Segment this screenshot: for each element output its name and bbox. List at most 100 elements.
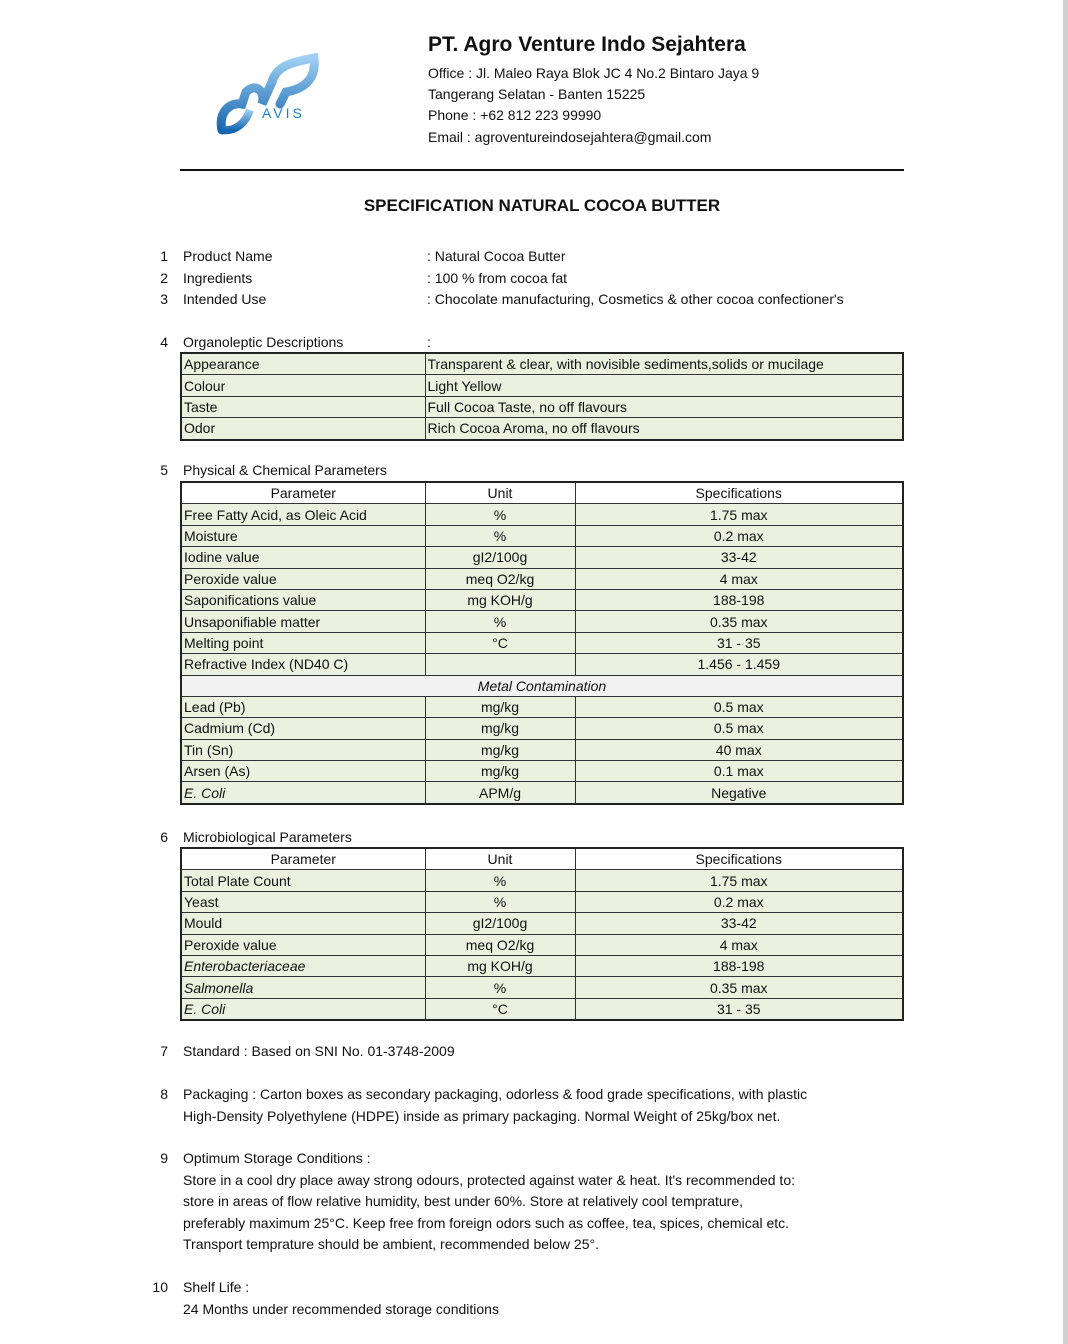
table-cell: % [424,890,576,914]
intended-use-label: Intended Use [183,291,267,307]
table-cell [424,653,576,676]
table-cell: Unsaponifiable matter [180,610,426,633]
table-row: Unsaponifiable matter% 0.35 max [180,610,904,633]
table-row: Tin (Sn) mg/kg 40 max [180,738,904,762]
table-row: E. Coli APM/g Negative [180,781,904,805]
table-cell: 31 - 35 [574,631,904,655]
table-cell: 188-198 [574,954,904,978]
product-name-value: : Natural Cocoa Butter [427,248,566,264]
table-cell: mg/kg [424,717,576,740]
standard-text: Standard : Based on SNI No. 01-3748-2009 [183,1043,455,1059]
table-cell: Colour [180,374,426,397]
table-cell: % [424,976,576,999]
page-edge [1063,0,1068,1344]
table-cell: Cadmium (Cd) [180,717,426,740]
company-name: PT. Agro Venture Indo Sejahtera [428,33,746,56]
item-number: 8 [160,1086,168,1102]
table-cell: 1.75 max [574,503,904,526]
table-cell: °C [424,997,576,1021]
table-row: Cadmium (Cd) mg/kg 0.5 max [180,717,904,740]
shelf-life-text: Shelf Life : 24 Months under recommended… [183,1277,903,1320]
table-cell: Full Cocoa Taste, no off flavours [424,395,904,419]
text-line: High-Density Polyethylene (HDPE) inside … [183,1107,781,1124]
text-line: Store in a cool dry place away strong od… [183,1171,796,1188]
item-number: 10 [152,1279,168,1295]
table-cell: Parameter [180,847,426,871]
table-cell: Negative [574,781,904,805]
table-cell: Total Plate Count [180,869,426,892]
table-cell: mg KOH/g [424,954,576,978]
table-cell: Free Fatty Acid, as Oleic Acid [180,503,426,526]
table-cell: mg/kg [424,738,576,762]
table-row: Saponifications value mg KOH/g 188-198 [180,588,904,612]
document-title: SPECIFICATION NATURAL COCOA BUTTER [363,196,721,215]
text-line: Shelf Life : [183,1279,250,1295]
table-cell: % [424,610,576,633]
header-divider [180,169,904,171]
table-cell: Arsen (As) [180,760,426,783]
item-number: 3 [160,291,168,307]
table-cell: mg KOH/g [424,588,576,612]
table-cell: 0.2 max [574,890,904,914]
table-cell: Salmonella [180,976,426,999]
table-cell: Appearance [180,352,426,376]
item-number: 4 [160,334,168,350]
table-row: Yeast% 0.2 max [180,890,904,914]
office-address: Office : Jl. Maleo Raya Blok JC 4 No.2 B… [428,65,760,81]
product-name-label: Product Name [183,248,273,264]
table-row: Taste Full Cocoa Taste, no off flavours [180,395,904,419]
table-cell: % [424,524,576,548]
table-cell: Light Yellow [424,374,904,397]
table-cell: 1.75 max [574,869,904,892]
item-number: 7 [160,1043,168,1059]
table-cell: 0.5 max [574,717,904,740]
text-line: 24 Months under recommended storage cond… [183,1300,499,1317]
table-row: Appearance Transparent & clear, with novi… [180,352,904,376]
table-cell: 1.456 - 1.459 [574,653,904,676]
table-cell: 0.2 max [574,524,904,548]
table-row: Lead (Pb) mg/kg 0.5 max [180,695,904,719]
item-number: 2 [160,270,168,286]
table-cell: Rich Cocoa Aroma, no off flavours [424,417,904,441]
text-line: Optimum Storage Conditions : [183,1150,371,1166]
table-cell: Parameter [180,481,426,505]
table-cell: Tin (Sn) [180,738,426,762]
table-cell: 33-42 [574,546,904,569]
table-cell: gI2/100g [424,546,576,569]
storage-text: Optimum Storage Conditions : Store in a … [183,1148,903,1256]
table-cell: Peroxide value [180,567,426,590]
svg-text:AVIS: AVIS [262,105,305,121]
table-cell: Taste [180,395,426,419]
table-cell: Yeast [180,890,426,914]
table-row: Colour Light Yellow [180,374,904,397]
phone: Phone : +62 812 223 99990 [428,107,602,123]
table-row: Moisture% 0.2 max [180,524,904,548]
table-row: E. Coli °C 31 - 35 [180,997,904,1021]
table-cell: % [424,503,576,526]
table-row: Salmonella% 0.35 max [180,976,904,999]
organoleptic-table: Appearance Transparent & clear, with novi… [180,352,904,441]
table-cell: Peroxide value [180,933,426,956]
table-cell: Enterobacteriaceae [180,954,426,978]
table-cell: 0.35 max [574,610,904,633]
item-number: 6 [160,829,168,845]
text-line: Transport temprature should be ambient, … [183,1236,599,1252]
physical-chemical-table: Parameter Unit Specifications Free Fatty Ac… [180,481,904,805]
text-line: Packaging : Carton boxes as secondary pa… [183,1086,808,1102]
table-cell: Specifications [574,847,904,871]
microbiological-table: Parameter Unit Specifications Total Plate C… [180,847,904,1022]
table-cell: 0.1 max [574,760,904,783]
table-cell: 188-198 [574,588,904,612]
table-cell: E. Coli [180,781,426,805]
table-cell: Lead (Pb) [180,695,426,719]
table-cell: APM/g [424,781,576,805]
ingredients-value: : 100 % from cocoa fat [427,270,568,286]
table-cell: 40 max [574,738,904,762]
table-cell: Odor [180,417,426,441]
table-cell: 0.35 max [574,976,904,999]
section-label: Microbiological Parameters [183,829,352,845]
table-row: Peroxide value meq O2/kg 4 max [180,567,904,590]
table-cell: % [424,869,576,892]
avis-logo: AVIS [216,52,319,135]
intended-use-value: : Chocolate manufacturing, Cosmetics & o… [427,291,844,307]
